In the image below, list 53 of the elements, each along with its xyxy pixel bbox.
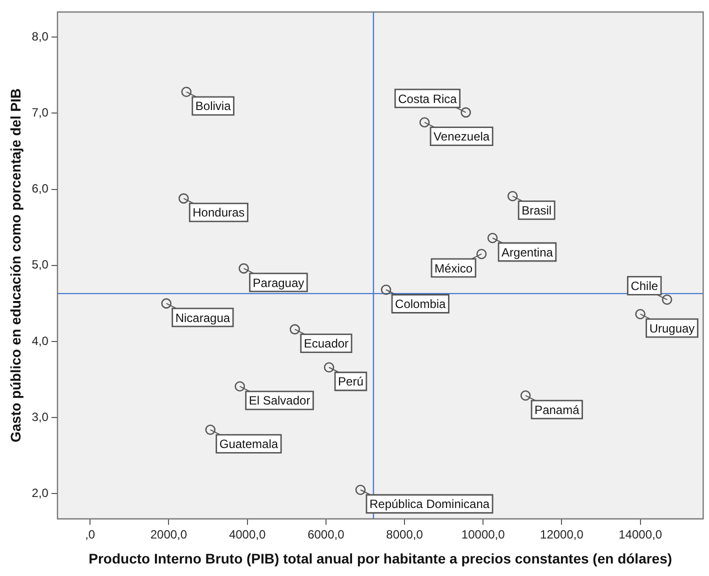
x-tick-label: 6000,0 bbox=[308, 527, 345, 542]
data-label: Brasil bbox=[522, 203, 552, 218]
point bbox=[178, 193, 189, 204]
data-label: Honduras bbox=[192, 206, 245, 220]
data-label: Ecuador bbox=[304, 336, 349, 351]
y-axis-title: Gasto público en educación como porcentaje del PIB bbox=[7, 88, 24, 442]
y-tick-label: 5,0 bbox=[32, 258, 49, 272]
point bbox=[487, 232, 498, 244]
point bbox=[635, 308, 646, 320]
point bbox=[355, 484, 366, 496]
point bbox=[181, 86, 192, 98]
point bbox=[662, 294, 672, 305]
data-label: Nicaragua bbox=[175, 310, 230, 325]
point bbox=[507, 191, 518, 202]
point bbox=[476, 248, 487, 260]
point bbox=[324, 362, 334, 373]
data-label: Uruguay bbox=[649, 321, 695, 336]
x-tick-label: 4000,0 bbox=[228, 527, 266, 542]
data-label: Argentina bbox=[502, 245, 554, 260]
point bbox=[380, 284, 392, 295]
data-label: Chile bbox=[630, 278, 658, 293]
data-label: Guatemala bbox=[219, 437, 278, 452]
y-tick-label: 8,0 bbox=[32, 29, 49, 44]
x-axis-title: Producto Interno Bruto (PIB) total anual por habitante a precios constantes (en dólares) bbox=[88, 550, 672, 566]
data-label: Venezuela bbox=[434, 130, 490, 144]
x-tick-label: 14000,0 bbox=[618, 527, 662, 542]
data-label: México bbox=[434, 261, 473, 276]
point bbox=[290, 324, 300, 334]
x-tick-label: ,0 bbox=[85, 527, 96, 542]
point bbox=[238, 263, 249, 274]
x-tick-label: 8000,0 bbox=[386, 527, 424, 542]
y-tick-label: 7,0 bbox=[32, 106, 49, 120]
y-tick-label: 2,0 bbox=[32, 486, 49, 500]
y-tick-label: 6,0 bbox=[32, 182, 49, 196]
point bbox=[460, 107, 471, 118]
data-label: Paraguay bbox=[252, 276, 304, 290]
data-label: Panamá bbox=[534, 402, 580, 417]
data-label: Perú bbox=[338, 374, 364, 389]
x-tick-label: 10000,0 bbox=[461, 527, 506, 542]
data-label: Costa Rica bbox=[398, 92, 458, 106]
data-label: República Dominicana bbox=[369, 497, 490, 512]
point bbox=[161, 298, 172, 309]
x-tick-label: 2000,0 bbox=[150, 527, 188, 542]
point bbox=[520, 390, 531, 401]
data-label: El Salvador bbox=[248, 394, 310, 408]
x-tick-label: 12000,0 bbox=[540, 527, 584, 542]
point bbox=[205, 424, 216, 435]
y-tick-label: 3,0 bbox=[32, 410, 49, 424]
point bbox=[234, 381, 245, 392]
y-tick-label: 4,0 bbox=[32, 334, 49, 348]
point bbox=[419, 117, 430, 128]
data-label: Colombia bbox=[395, 297, 446, 312]
data-label: Bolivia bbox=[195, 99, 232, 114]
